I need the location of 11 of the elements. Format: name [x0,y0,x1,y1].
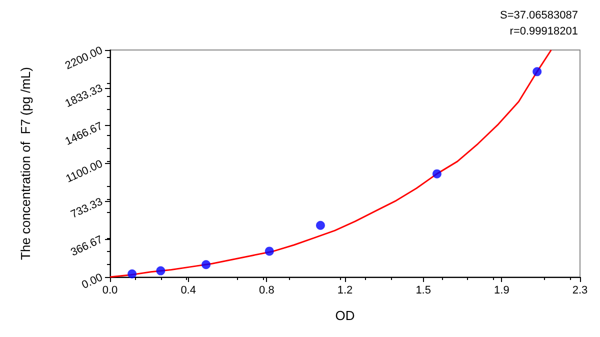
x-tick-label: 2.3 [572,284,588,296]
text: S=37.06583087 [500,10,578,22]
x-tick-label: 1.2 [337,284,353,296]
x-tick-label: 0.0 [102,284,118,296]
x-tick-label: 0.4 [180,284,196,296]
x-tick-label: 0.8 [259,284,274,296]
y-axis-title: The concentration of F7 (pg /mL) [18,67,33,260]
text: r=0.99918201 [510,26,578,38]
x-tick-label: 1.5 [416,284,431,296]
x-axis-title: OD [335,308,355,323]
x-tick-label: 1.9 [494,284,510,296]
